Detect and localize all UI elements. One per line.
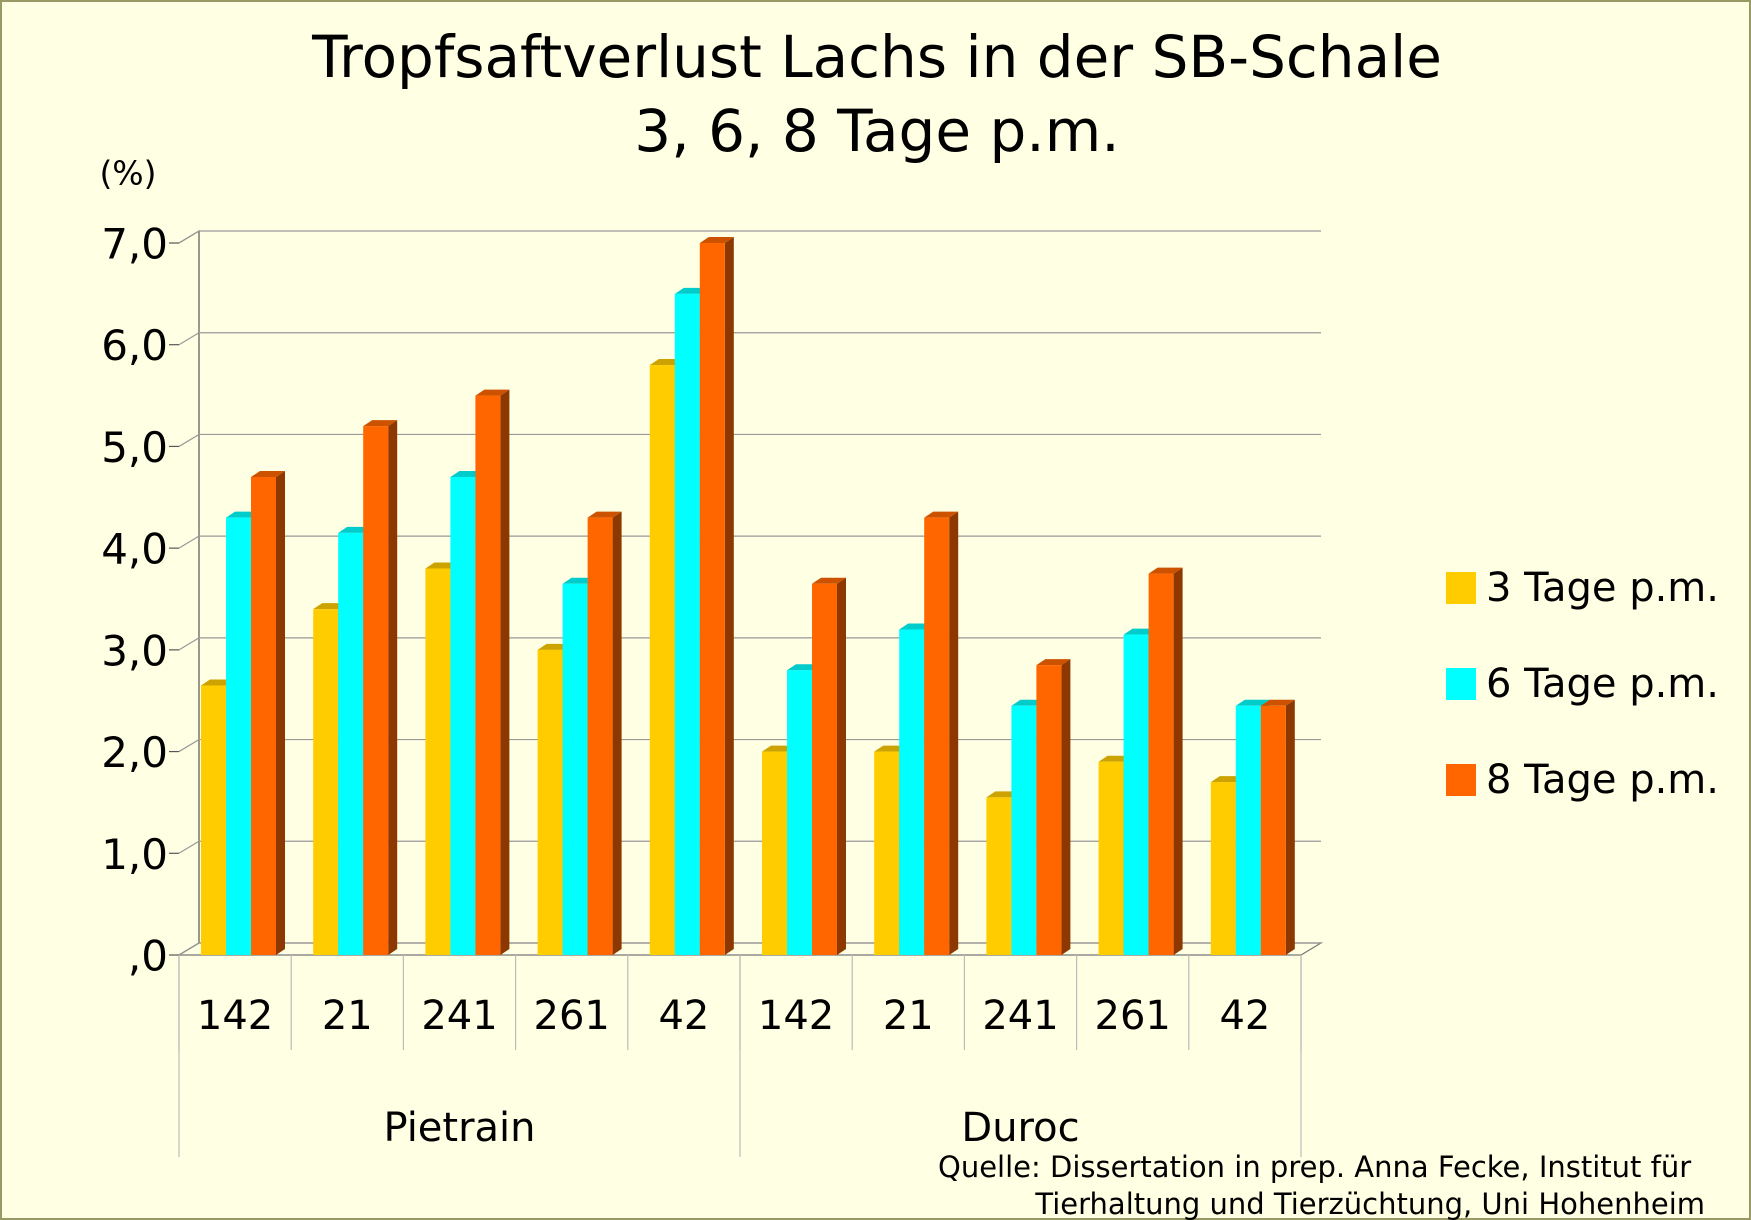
bar (1098, 761, 1124, 955)
bar (924, 517, 950, 955)
bar (899, 629, 925, 955)
bar-side (949, 511, 959, 955)
x-tick-label: 142 (197, 993, 273, 1039)
bar (986, 797, 1012, 955)
bar-top (363, 420, 398, 427)
x-tick-label: 241 (982, 993, 1058, 1039)
bar (475, 395, 501, 956)
grid-line (178, 332, 1321, 346)
legend-swatch (1446, 572, 1476, 604)
grid-line (178, 230, 1321, 244)
bar (450, 476, 476, 955)
bar-top (475, 389, 510, 396)
bar (812, 583, 837, 955)
chart-subtitle: 3, 6, 8 Tage p.m. (634, 97, 1119, 165)
bar-top (1148, 567, 1183, 574)
bar-side (276, 470, 285, 955)
bar (1036, 665, 1062, 955)
legend-label: 6 Tage p.m. (1486, 661, 1719, 707)
bar-top (699, 237, 734, 243)
y-tick-label: ,0 (128, 932, 168, 981)
bar (649, 365, 675, 955)
legend-label: 8 Tage p.m. (1486, 757, 1719, 803)
bar (1210, 782, 1236, 955)
bar-side (388, 420, 398, 956)
bar-group (587, 511, 622, 955)
source-line: Quelle: Dissertation in prep. Anna Fecke… (938, 1150, 1691, 1184)
bar (874, 751, 900, 955)
bar-top (251, 470, 285, 477)
bar-side (724, 237, 734, 955)
chart-title: Tropfsaftverlust Lachs in der SB-Schale (311, 23, 1442, 91)
bar (1123, 634, 1149, 955)
bar (674, 293, 700, 955)
legend-label: 3 Tage p.m. (1486, 565, 1719, 611)
bar-group (699, 237, 734, 955)
bar-group (251, 470, 285, 955)
bar (1148, 573, 1174, 955)
y-axis-label: (%) (99, 154, 156, 193)
bar (226, 517, 251, 955)
bar-group (924, 511, 959, 955)
bar (425, 568, 451, 955)
group-label: Pietrain (383, 1105, 535, 1151)
legend-swatch (1446, 668, 1476, 700)
bar (338, 532, 364, 955)
bar (363, 426, 389, 956)
y-tick-label: 5,0 (101, 423, 168, 472)
y-tick-label: 6,0 (101, 321, 168, 370)
bar-side (837, 577, 846, 955)
source-line: Tierhaltung und Tierzüchtung, Uni Hohenh… (1034, 1187, 1705, 1220)
bar (313, 609, 339, 955)
bar (251, 476, 276, 955)
bar (1235, 705, 1261, 955)
bar (1011, 705, 1037, 955)
y-tick-label: 3,0 (101, 626, 168, 675)
bar-side (500, 389, 510, 956)
x-tick-label: 42 (658, 993, 709, 1039)
bar (1260, 705, 1286, 955)
legend-swatch (1446, 764, 1476, 796)
bar-group (475, 389, 510, 956)
bar-group (812, 577, 846, 955)
bar-side (1173, 567, 1183, 955)
x-tick-label: 21 (883, 993, 934, 1039)
bar-group (1036, 659, 1071, 955)
group-label: Duroc (961, 1105, 1079, 1151)
bar-top (587, 511, 622, 518)
bar (587, 517, 613, 955)
x-tick-label: 261 (1095, 993, 1171, 1039)
bar (537, 649, 563, 955)
bar (562, 583, 588, 955)
x-tick-label: 261 (534, 993, 610, 1039)
grid-line (178, 433, 1321, 447)
y-tick-label: 4,0 (101, 525, 168, 574)
x-tick-label: 142 (758, 993, 834, 1039)
bar-group (363, 420, 398, 956)
bar (699, 243, 725, 955)
bar (787, 670, 812, 955)
x-tick-label: 241 (421, 993, 497, 1039)
y-tick-label: 2,0 (101, 728, 168, 777)
y-tick-label: 1,0 (101, 830, 168, 879)
bar-side (1061, 659, 1071, 955)
bar-top (1036, 659, 1071, 666)
bar (201, 685, 226, 955)
bar-top (812, 577, 846, 584)
bar-side (1285, 699, 1295, 955)
bar (762, 751, 787, 955)
bar-side (612, 511, 622, 955)
x-tick-label: 21 (322, 993, 373, 1039)
bar-group (1148, 567, 1183, 955)
bar-top (924, 511, 959, 518)
y-tick-label: 7,0 (101, 220, 168, 269)
bar-group (1260, 699, 1295, 955)
bar-top (1235, 699, 1270, 706)
x-tick-label: 42 (1219, 993, 1270, 1039)
bar-top (1260, 699, 1295, 706)
